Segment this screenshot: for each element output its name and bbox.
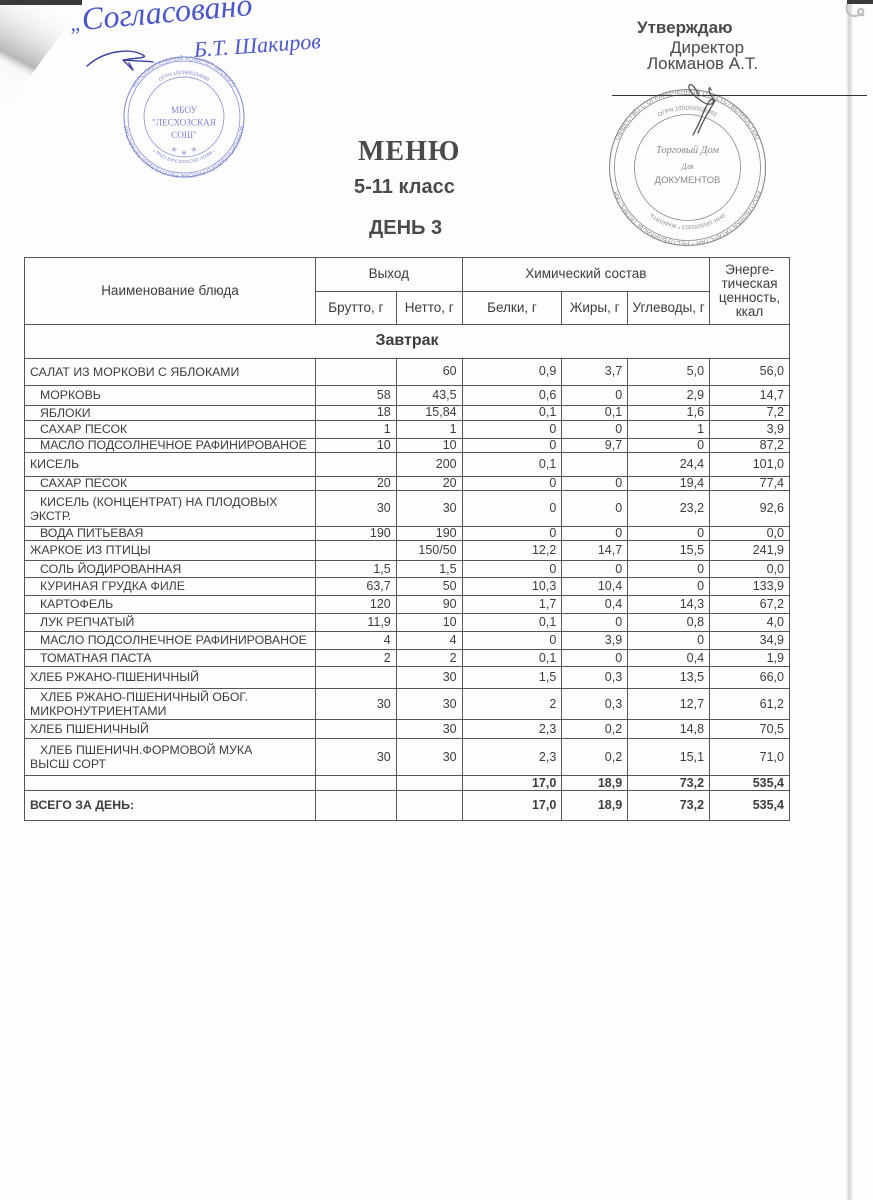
svg-text:СОШ": СОШ" [171,130,197,140]
svg-text:"ЛЕСХОЗСКАЯ: "ЛЕСХОЗСКАЯ [152,118,216,128]
svg-text:✳: ✳ [191,145,198,154]
svg-text:ДОКУМЕНТОВ: ДОКУМЕНТОВ [655,175,721,186]
svg-text:Для: Для [680,162,694,171]
svg-text:✳: ✳ [181,149,188,158]
svg-text:РЕСПУБЛИКА ТАТАРСТАН * РЕСПУБЛ: РЕСПУБЛИКА ТАТАРСТАН * РЕСПУБЛИКАСЫ ТАТА… [612,190,762,247]
svg-text:✳: ✳ [171,145,178,154]
svg-text:МБОУ: МБОУ [171,105,198,115]
